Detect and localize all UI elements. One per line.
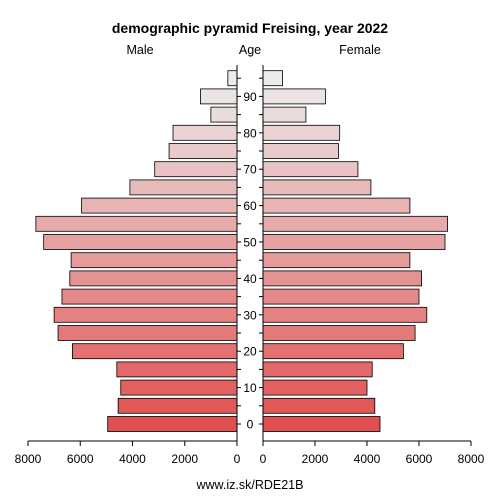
female-header: Female	[339, 43, 381, 57]
age-tick-label: 60	[243, 199, 257, 213]
male-bar-70-74	[154, 161, 238, 178]
female-bar-45-49	[262, 252, 411, 269]
female-bar-90+	[262, 88, 326, 105]
female-x-tick-label: 8000	[458, 452, 485, 466]
male-bar-0-4	[107, 416, 238, 432]
male-bar-60-64	[81, 197, 238, 214]
female-bar-10-14	[262, 379, 368, 396]
female-x-tick-label: 6000	[406, 452, 433, 466]
male-x-tick-label: 0	[234, 452, 241, 466]
female-bar-5-9	[262, 397, 376, 414]
female-bar-80-84	[262, 124, 341, 141]
female-bar-20-24	[262, 343, 404, 360]
age-tick-label: 80	[243, 126, 257, 140]
male-bar-85-89	[210, 106, 238, 123]
male-x-tick-label: 6000	[67, 452, 94, 466]
female-bar-25-29	[262, 325, 416, 341]
male-bar-45-49	[70, 252, 238, 269]
age-tick-label: 50	[243, 236, 257, 250]
age-tick-label: 30	[243, 308, 257, 322]
female-x-tick-label: 0	[260, 452, 267, 466]
male-bar-75-79	[168, 143, 238, 159]
male-header: Male	[126, 43, 153, 57]
male-x-tick-label: 4000	[119, 452, 146, 466]
age-tick-label: 20	[243, 345, 257, 359]
male-bar-90+	[200, 88, 238, 105]
age-tick-label: 10	[243, 381, 257, 395]
female-bar-15-19	[262, 361, 373, 378]
male-bar-40-44	[69, 270, 238, 287]
female-bar-75-79	[262, 143, 339, 159]
male-bar-55-59	[35, 215, 238, 232]
male-bar-15-19	[116, 361, 238, 378]
male-x-tick-label: 8000	[15, 452, 42, 466]
male-bar-35-39	[61, 288, 238, 305]
male-bar-25-29	[57, 325, 238, 341]
age-tick-label: 70	[243, 163, 257, 177]
female-bar-50-54	[262, 234, 446, 250]
male-bar-30-34	[53, 306, 238, 323]
male-bar-50-54	[43, 234, 238, 250]
female-bar-60-64	[262, 197, 411, 214]
age-header: Age	[239, 43, 261, 57]
male-bar-80-84	[172, 124, 238, 141]
male-bar-20-24	[72, 343, 238, 360]
female-bar-35-39	[262, 288, 420, 305]
female-bar-70-74	[262, 161, 359, 178]
female-bar-30-34	[262, 306, 428, 323]
female-bar-0-4	[262, 416, 381, 432]
male-x-tick-label: 2000	[171, 452, 198, 466]
axes-group: 0 10 20 30 40 50 60 70 80 90 8000 6000 4000 2000 0 0 200…	[15, 65, 485, 466]
male-bar-undefined	[227, 70, 238, 87]
female-bar-65-69	[262, 179, 372, 196]
female-bar-undefined	[262, 70, 283, 87]
chart-title: demographic pyramid Freising, year 2022	[112, 20, 388, 36]
male-bar-5-9	[117, 397, 238, 414]
female-bar-85-89	[262, 106, 307, 123]
female-x-tick-label: 4000	[354, 452, 381, 466]
age-tick-label: 40	[243, 272, 257, 286]
male-bar-65-69	[129, 179, 238, 196]
age-tick-label: 0	[247, 418, 254, 432]
male-bar-10-14	[120, 379, 238, 396]
female-bar-40-44	[262, 270, 423, 287]
bars-group	[35, 70, 449, 432]
footer-url: www.iz.sk/RDE21B	[196, 478, 304, 492]
female-bar-55-59	[262, 215, 449, 232]
age-tick-label: 90	[243, 90, 257, 104]
female-x-tick-label: 2000	[302, 452, 329, 466]
